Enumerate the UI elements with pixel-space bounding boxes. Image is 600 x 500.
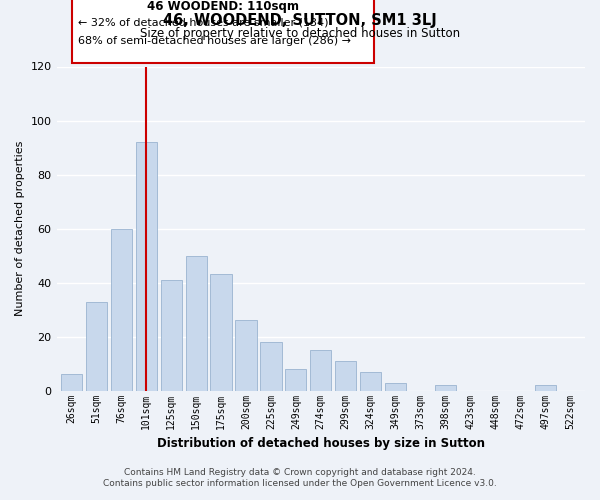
- Bar: [161, 280, 182, 390]
- Text: 46 WOODEND: 110sqm: 46 WOODEND: 110sqm: [147, 0, 299, 13]
- Y-axis label: Number of detached properties: Number of detached properties: [15, 141, 25, 316]
- Bar: [136, 142, 157, 390]
- Text: 46, WOODEND, SUTTON, SM1 3LJ: 46, WOODEND, SUTTON, SM1 3LJ: [163, 12, 437, 28]
- Bar: [285, 369, 307, 390]
- Bar: [335, 361, 356, 390]
- Bar: [435, 385, 456, 390]
- Text: 68% of semi-detached houses are larger (286) →: 68% of semi-detached houses are larger (…: [77, 36, 350, 46]
- Bar: [385, 382, 406, 390]
- Bar: [235, 320, 257, 390]
- Bar: [86, 302, 107, 390]
- Bar: [360, 372, 381, 390]
- Bar: [260, 342, 281, 390]
- Bar: [310, 350, 331, 391]
- Bar: [61, 374, 82, 390]
- X-axis label: Distribution of detached houses by size in Sutton: Distribution of detached houses by size …: [157, 437, 485, 450]
- Bar: [185, 256, 207, 390]
- Text: Contains HM Land Registry data © Crown copyright and database right 2024.
Contai: Contains HM Land Registry data © Crown c…: [103, 468, 497, 487]
- Text: ← 32% of detached houses are smaller (134): ← 32% of detached houses are smaller (13…: [77, 18, 328, 28]
- Bar: [111, 228, 132, 390]
- Bar: [535, 385, 556, 390]
- FancyBboxPatch shape: [73, 0, 374, 64]
- Text: Size of property relative to detached houses in Sutton: Size of property relative to detached ho…: [140, 28, 460, 40]
- Bar: [211, 274, 232, 390]
